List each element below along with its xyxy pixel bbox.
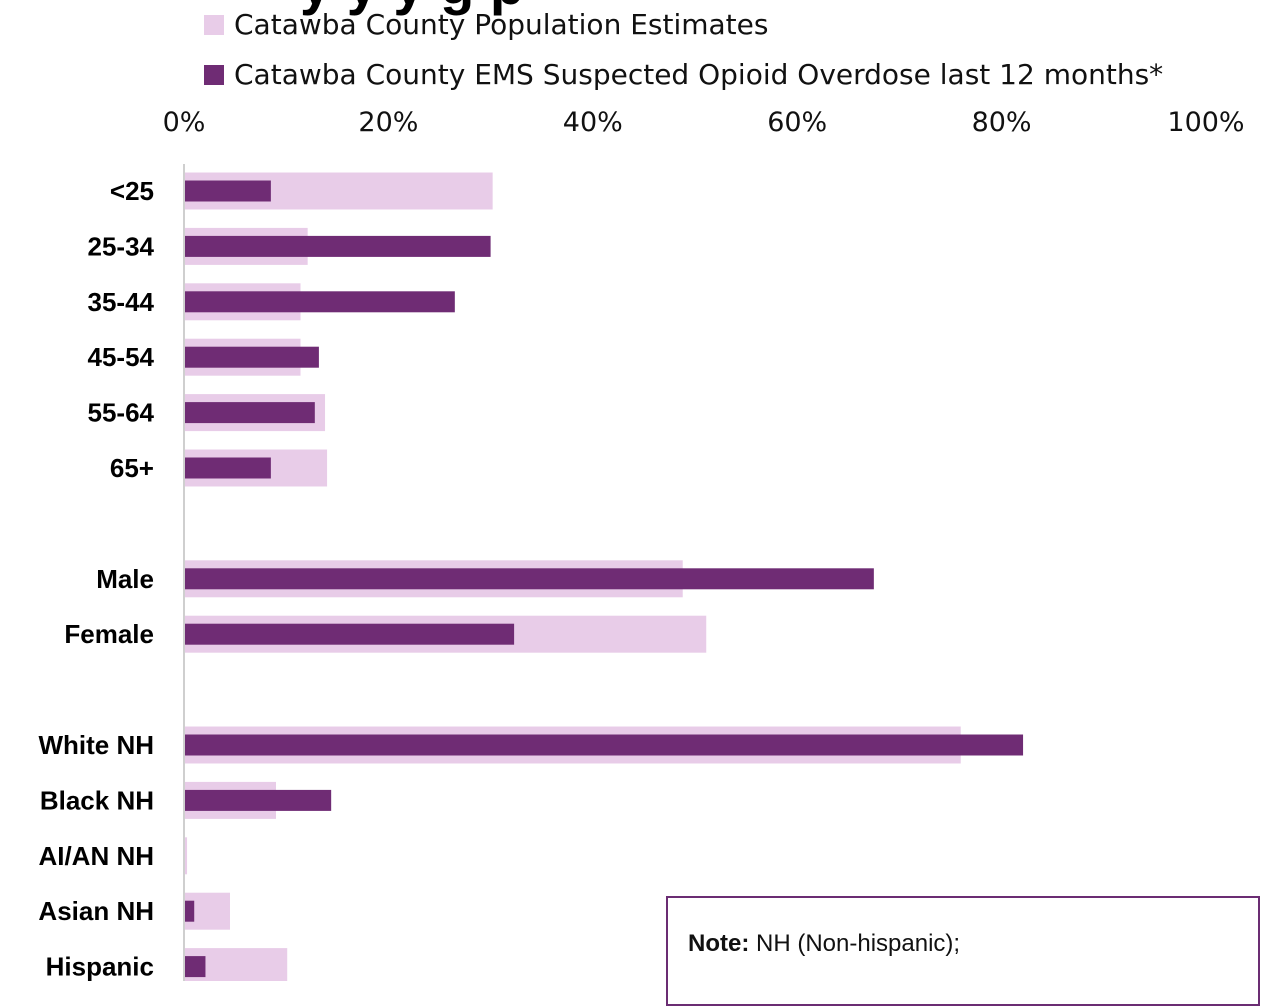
category-label: Asian NH [38,896,154,926]
chart-title-fragment: y y y g p [300,0,524,17]
x-tick-label: 60% [767,107,827,138]
legend-item-population: Catawba County Population Estimates [204,8,768,41]
category-label: 25-34 [88,231,155,261]
note-text: Note: NH (Non-hispanic); [688,930,960,958]
bar-ems [184,956,206,978]
legend-swatch-population [204,15,224,35]
x-tick-label: 20% [358,107,418,138]
bar-ems [184,457,271,479]
category-label: Male [96,564,154,594]
category-label: 45-54 [88,342,155,372]
bar-ems [184,900,195,922]
note-body: NH (Non-hispanic); [756,930,961,957]
category-label: 55-64 [88,398,155,428]
legend-swatch-ems [204,65,224,85]
bar-ems [184,734,1024,756]
x-tick-label: 0% [163,107,206,138]
category-label: AI/AN NH [38,841,154,871]
bar-population [184,837,188,875]
bar-ems [184,402,315,424]
x-tick-label: 100% [1167,107,1244,138]
category-label: 65+ [110,453,154,483]
bar-ems [184,346,319,368]
legend-item-ems: Catawba County EMS Suspected Opioid Over… [204,58,1163,91]
legend-label-population: Catawba County Population Estimates [234,8,769,41]
category-label: <25 [110,176,154,206]
bar-chart: 0% 20% 40% 60% 80% 100% <25 25-34 35-44 45-54 55-6… [38,107,1245,981]
bar-ems [184,235,491,257]
bar-ems [184,180,271,202]
bar-ems [184,623,515,645]
note-label: Note: [688,930,750,957]
x-tick-label: 40% [563,107,623,138]
category-label: Hispanic [46,952,154,981]
category-label: 35-44 [88,287,155,317]
note-box: Note: NH (Non-hispanic); [666,896,1260,1006]
bar-ems [184,291,455,313]
legend-label-ems: Catawba County EMS Suspected Opioid Over… [234,58,1164,91]
x-tick-label: 80% [972,107,1032,138]
category-label: Female [64,619,154,649]
bar-ems [184,789,332,811]
category-label: Black NH [40,785,154,815]
category-label: White NH [38,730,154,760]
bar-ems [184,568,874,590]
